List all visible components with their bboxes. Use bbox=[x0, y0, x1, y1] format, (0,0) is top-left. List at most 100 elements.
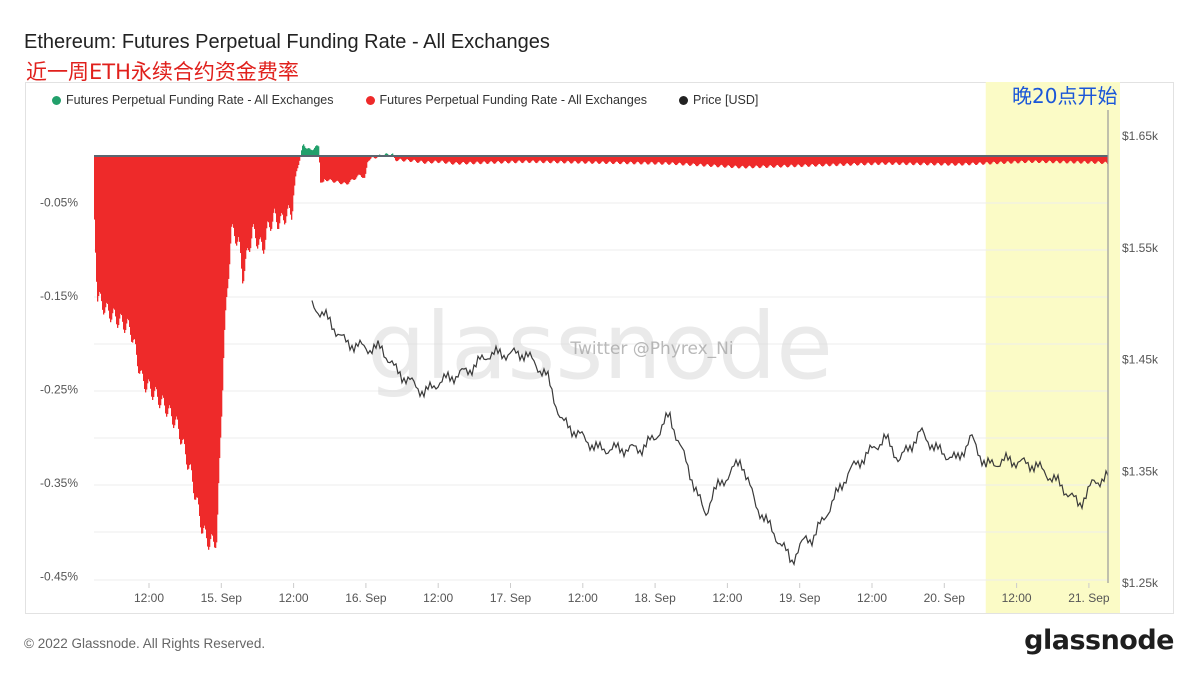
funding-bar bbox=[315, 146, 317, 156]
funding-bar bbox=[932, 156, 934, 165]
funding-bar bbox=[652, 156, 654, 163]
funding-bar bbox=[736, 156, 738, 167]
legend-item-positive-funding[interactable]: Futures Perpetual Funding Rate - All Exc… bbox=[52, 93, 334, 107]
funding-bar bbox=[368, 156, 370, 161]
funding-bar bbox=[597, 156, 599, 163]
funding-bar bbox=[490, 156, 492, 162]
funding-bar bbox=[946, 156, 948, 165]
funding-bar bbox=[624, 156, 626, 162]
funding-bar bbox=[705, 156, 707, 166]
funding-bar bbox=[915, 156, 917, 164]
funding-bar bbox=[497, 156, 499, 162]
y-left-tick-label: -0.25% bbox=[40, 383, 78, 397]
funding-bar bbox=[636, 156, 638, 163]
funding-bar bbox=[806, 156, 808, 166]
glassnode-logo: glassnode bbox=[1024, 625, 1174, 656]
funding-bar bbox=[724, 156, 726, 168]
funding-bar bbox=[105, 156, 107, 308]
funding-bar bbox=[1070, 156, 1072, 161]
funding-bar bbox=[125, 156, 127, 331]
funding-bar bbox=[860, 156, 862, 163]
funding-bar bbox=[462, 156, 464, 163]
funding-bar bbox=[1084, 156, 1086, 161]
funding-bar bbox=[473, 156, 475, 165]
funding-bar bbox=[926, 156, 928, 166]
funding-bar bbox=[969, 156, 971, 166]
funding-bar bbox=[973, 156, 975, 163]
legend-item-negative-funding[interactable]: Futures Perpetual Funding Rate - All Exc… bbox=[365, 93, 647, 107]
funding-bar bbox=[149, 156, 151, 382]
funding-bar bbox=[461, 156, 463, 163]
funding-bar bbox=[106, 156, 108, 303]
funding-bar bbox=[231, 156, 233, 227]
funding-bar bbox=[345, 156, 347, 184]
funding-bar bbox=[929, 156, 931, 164]
funding-bar bbox=[296, 156, 298, 172]
funding-bar bbox=[618, 156, 620, 164]
funding-bar bbox=[569, 156, 571, 163]
funding-bar bbox=[588, 156, 590, 162]
funding-bar bbox=[1088, 156, 1090, 164]
funding-bar bbox=[555, 156, 557, 162]
funding-bar bbox=[681, 156, 683, 165]
funding-bar bbox=[221, 156, 223, 417]
funding-bar bbox=[314, 147, 316, 156]
funding-bar bbox=[773, 156, 775, 168]
funding-bar bbox=[794, 156, 796, 168]
highlight-annotation: 晚20点开始 bbox=[1012, 84, 1118, 108]
funding-bar bbox=[332, 156, 334, 182]
funding-bar bbox=[723, 156, 725, 167]
funding-bar bbox=[511, 156, 513, 161]
funding-bar bbox=[1075, 156, 1077, 163]
x-tick-label: 21. Sep bbox=[1068, 591, 1110, 605]
funding-bar bbox=[643, 156, 645, 163]
funding-bar bbox=[414, 156, 416, 160]
funding-bar bbox=[616, 156, 618, 162]
y-left-tick-label: -0.05% bbox=[40, 196, 78, 210]
funding-bar bbox=[727, 156, 729, 166]
funding-bar bbox=[504, 156, 506, 161]
legend-item-price[interactable]: Price [USD] bbox=[679, 93, 758, 107]
funding-bar bbox=[855, 156, 857, 164]
x-tick-label: 18. Sep bbox=[634, 591, 676, 605]
chart-title: Ethereum: Futures Perpetual Funding Rate… bbox=[24, 31, 550, 53]
funding-bar bbox=[457, 156, 459, 164]
funding-bar bbox=[565, 156, 567, 163]
funding-bar bbox=[694, 156, 696, 164]
funding-bar bbox=[260, 156, 262, 238]
funding-bar bbox=[974, 156, 976, 164]
funding-bar bbox=[904, 156, 906, 164]
funding-bar bbox=[1006, 156, 1008, 162]
funding-bar bbox=[163, 156, 165, 398]
funding-bar bbox=[851, 156, 853, 166]
funding-bar bbox=[892, 156, 894, 165]
funding-bar bbox=[130, 156, 132, 335]
funding-bar bbox=[508, 156, 510, 164]
funding-bar bbox=[270, 156, 272, 231]
funding-bar bbox=[189, 156, 191, 466]
funding-bar bbox=[592, 156, 594, 164]
funding-bar bbox=[425, 156, 427, 164]
funding-bar bbox=[147, 156, 149, 384]
funding-bar bbox=[875, 156, 877, 163]
funding-bar bbox=[364, 156, 366, 178]
funding-bar bbox=[925, 156, 927, 164]
funding-bar bbox=[716, 156, 718, 167]
funding-bar bbox=[1021, 156, 1023, 161]
funding-bar bbox=[735, 156, 737, 166]
funding-bar bbox=[573, 156, 575, 162]
funding-bar bbox=[1063, 156, 1065, 161]
funding-bar bbox=[1023, 156, 1025, 163]
funding-bar bbox=[201, 156, 203, 534]
funding-bar bbox=[985, 156, 987, 163]
funding-bar bbox=[182, 156, 184, 440]
funding-bar bbox=[1030, 156, 1032, 162]
funding-bar bbox=[778, 156, 780, 166]
funding-bar bbox=[217, 156, 219, 515]
funding-bar bbox=[924, 156, 926, 163]
funding-bar bbox=[784, 156, 786, 165]
funding-bar bbox=[984, 156, 986, 164]
funding-bar bbox=[897, 156, 899, 164]
funding-bar bbox=[901, 156, 903, 164]
funding-bar bbox=[1093, 156, 1095, 163]
